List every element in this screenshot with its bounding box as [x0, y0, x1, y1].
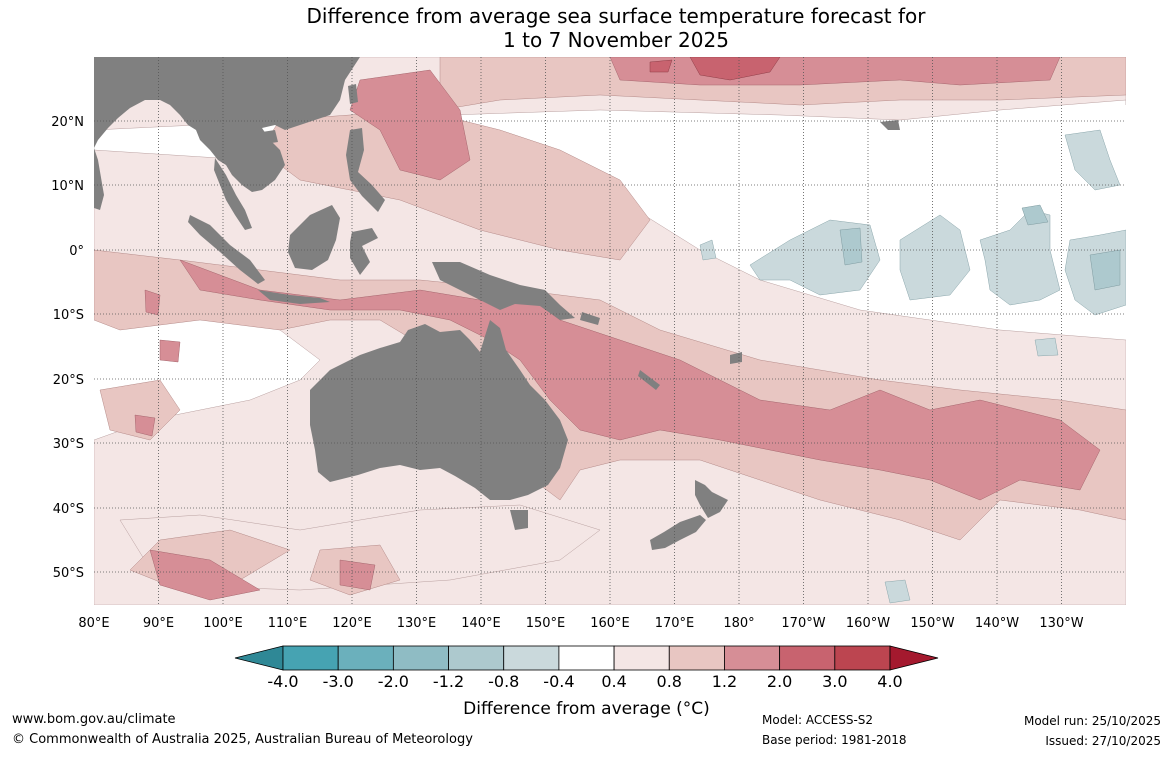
issued-text: Issued: 27/10/2025: [1045, 734, 1161, 748]
colorbar: -4.0 -3.0 -2.0 -1.2 -0.8 -0.4 0.4 0.8 1.2 2.0 3.0 4…: [234, 645, 939, 691]
lon-label: 110°E: [268, 616, 308, 631]
colorbar-box: [392, 645, 449, 671]
lon-label: 100°E: [203, 616, 243, 631]
colorbar-box: [834, 645, 891, 671]
lon-label: 160°E: [590, 616, 630, 631]
colorbar-tick-label: 0.4: [601, 672, 626, 691]
colorbar-tick-label: 4.0: [877, 672, 902, 691]
latitude-labels: 20°N 10°N 0° 10°S 20°S 30°S 40°S 50°S: [51, 115, 84, 581]
colorbar-box: [448, 645, 505, 671]
colorbar-min-arrow: [234, 645, 284, 671]
colorbar-tick-label: -2.0: [378, 672, 409, 691]
lon-label: 140°E: [461, 616, 501, 631]
lat-label: 20°S: [53, 373, 84, 388]
lon-label: 170°W: [781, 616, 825, 631]
colorbar-tick-label: 0.8: [657, 672, 682, 691]
website-text: www.bom.gov.au/climate: [12, 712, 176, 727]
colorbar-box: [668, 645, 725, 671]
anomaly-band-negative-strong: [839, 204, 1121, 291]
lon-label: 180°: [723, 616, 754, 631]
colorbar-box: [613, 645, 670, 671]
model-run-text: Model run: 25/10/2025: [1023, 714, 1161, 728]
lat-label: 0°: [69, 244, 84, 259]
lon-label: 120°E: [332, 616, 372, 631]
lon-label: 80°E: [78, 616, 109, 631]
colorbar-tick-label: 3.0: [822, 672, 847, 691]
chart-title: Difference from average sea surface temp…: [0, 4, 1173, 52]
colorbar-tick-label: -0.8: [488, 672, 519, 691]
longitude-labels: 80°E 90°E 100°E 110°E 120°E 130°E 140°E …: [78, 616, 1083, 631]
colorbar-box: [779, 645, 836, 671]
anomaly-band-2.0: [649, 57, 781, 81]
lat-label: 30°S: [53, 437, 84, 452]
colorbar-tick-labels: -4.0 -3.0 -2.0 -1.2 -0.8 -0.4 0.4 0.8 1.2 2.0 3.0 4…: [267, 672, 902, 691]
colorbar-max-arrow: [889, 645, 939, 671]
title-line-1: Difference from average sea surface temp…: [306, 4, 926, 28]
colorbar-box: [558, 645, 615, 671]
colorbar-box: [503, 645, 560, 671]
lon-label: 170°E: [655, 616, 695, 631]
model-text: Model: ACCESS-S2: [762, 713, 874, 727]
lat-label: 40°S: [53, 502, 84, 517]
colorbar-label: Difference from average (°C): [0, 699, 1173, 719]
colorbar-tick-label: 1.2: [712, 672, 737, 691]
colorbar-tick-label: 2.0: [767, 672, 792, 691]
lon-label: 150°W: [910, 616, 954, 631]
colorbar-tick-label: -4.0: [267, 672, 298, 691]
land-masses: [94, 57, 900, 550]
colorbar-box: [337, 645, 394, 671]
lon-label: 160°W: [846, 616, 890, 631]
copyright-text: © Commonwealth of Australia 2025, Austra…: [12, 732, 473, 747]
lon-label: 150°E: [526, 616, 566, 631]
base-period-text: Base period: 1981-2018: [762, 733, 907, 747]
title-line-2: 1 to 7 November 2025: [503, 28, 729, 52]
lat-label: 10°N: [51, 179, 84, 194]
colorbar-boxes: [282, 645, 891, 671]
lon-label: 90°E: [143, 616, 174, 631]
lat-label: 20°N: [51, 115, 84, 130]
colorbar-label-text: Difference from average (°C): [463, 699, 710, 719]
graticule: [94, 57, 1126, 605]
lon-label: 140°W: [975, 616, 1019, 631]
map-area: [94, 57, 1126, 605]
colorbar-tick-label: -0.4: [543, 672, 574, 691]
lat-label: 10°S: [53, 308, 84, 323]
colorbar-box: [282, 645, 339, 671]
colorbar-tick-label: -1.2: [433, 672, 464, 691]
colorbar-box: [724, 645, 781, 671]
lon-label: 130°W: [1039, 616, 1083, 631]
colorbar-tick-label: -3.0: [323, 672, 354, 691]
lon-label: 130°E: [397, 616, 437, 631]
lat-label: 50°S: [53, 566, 84, 581]
